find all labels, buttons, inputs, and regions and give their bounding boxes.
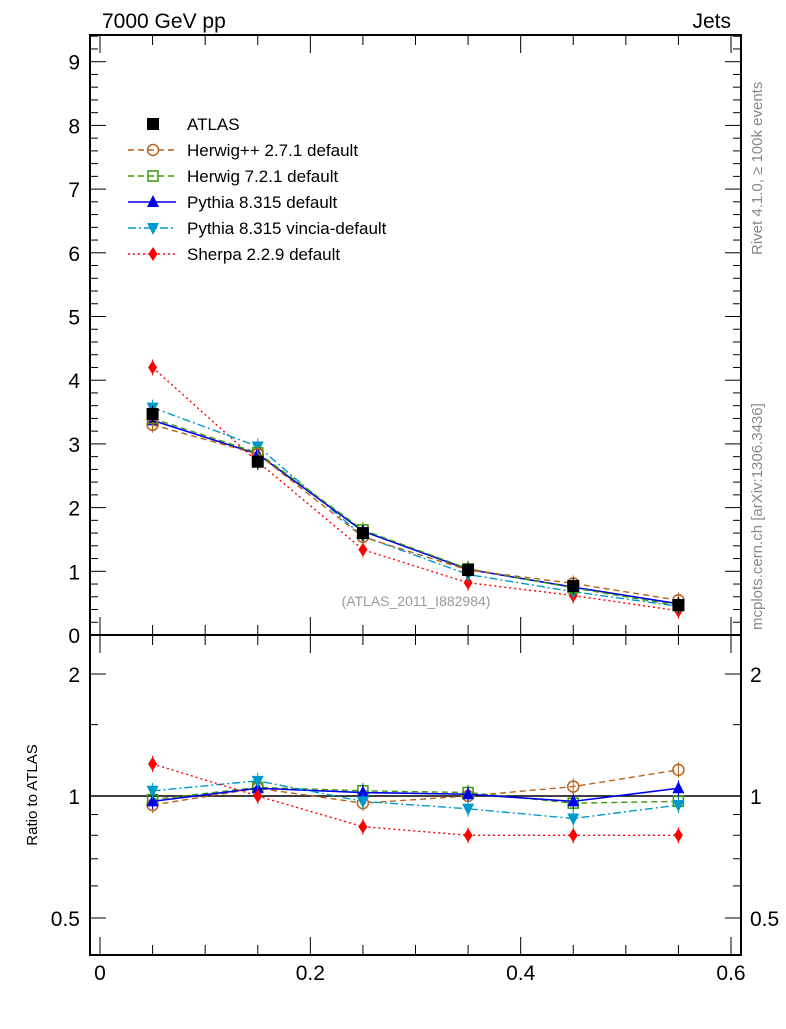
- data-point: [356, 785, 369, 798]
- series-line: [152, 419, 679, 605]
- legend-marker: [148, 247, 158, 261]
- mcplots-label: mcplots.cern.ch [arXiv:1306.3436]: [749, 403, 766, 630]
- data-point: [462, 803, 475, 816]
- data-point: [146, 785, 159, 798]
- data-point: [356, 796, 369, 809]
- y-tick-label: 4: [68, 370, 80, 393]
- series-line: [152, 763, 679, 836]
- data-point: [567, 794, 580, 807]
- ratio-panel: 0 0.2 0.4 0.6 0.5 0.5 1 1 2 2: [51, 634, 779, 985]
- ratio-tick-label-right: 2: [750, 664, 762, 687]
- data-point: [146, 407, 159, 420]
- legend-marker: [147, 170, 159, 182]
- legend-marker: [147, 118, 159, 130]
- data-point: [672, 599, 685, 612]
- main-panel: 0 1 2 3 4 5 6 7 8 9: [68, 34, 742, 955]
- data-point: [146, 794, 159, 807]
- y-tick-label: 5: [68, 307, 80, 330]
- data-point: [463, 575, 473, 590]
- series-line: [152, 417, 679, 607]
- data-point: [567, 579, 580, 592]
- analysis-watermark: (ATLAS_2011_I882984): [342, 593, 491, 609]
- ratio-tick-label: 1: [68, 786, 80, 809]
- legend-marker: [147, 223, 159, 235]
- ratio-ylabel: Ratio to ATLAS: [24, 744, 41, 845]
- legend-label: Pythia 8.315 vincia-default: [187, 219, 387, 238]
- y-tick-label: 6: [68, 243, 80, 266]
- data-point: [251, 775, 264, 788]
- legend-label: ATLAS: [187, 115, 240, 134]
- data-point: [672, 781, 685, 794]
- data-point: [567, 813, 580, 826]
- y-tick-label: 2: [68, 498, 80, 521]
- ratio-tick-label: 0.5: [51, 908, 80, 931]
- data-point: [148, 360, 158, 375]
- data-point: [672, 800, 685, 813]
- series-line: [152, 366, 679, 612]
- series-line: [152, 786, 679, 804]
- series-line: [152, 424, 679, 601]
- x-tick-label: 0: [94, 962, 106, 985]
- data-point: [462, 787, 475, 800]
- data-point: [356, 527, 369, 540]
- header-energy: 7000 GeV pp: [102, 10, 226, 33]
- data-point: [567, 780, 580, 793]
- y-tick-label: 9: [68, 52, 80, 75]
- x-tick-label: 0.4: [506, 962, 536, 985]
- legend-label: Sherpa 2.2.9 default: [187, 245, 340, 264]
- data-point: [148, 756, 158, 771]
- y-tick-label: 8: [68, 115, 80, 138]
- header-process: Jets: [692, 10, 731, 33]
- series-line: [152, 769, 679, 806]
- data-point: [358, 819, 368, 834]
- rivet-label: Rivet 4.1.0, ≥ 100k events: [749, 82, 766, 255]
- y-tick-label: 7: [68, 179, 80, 202]
- data-point: [253, 789, 263, 803]
- y-tick-label: 0: [68, 625, 80, 648]
- data-point: [673, 828, 683, 843]
- ratio-tick-label-right: 1: [750, 786, 762, 809]
- data-point: [358, 542, 368, 557]
- legend: ATLAS Herwig++ 2.7.1 default Herwig 7.2.1 …: [128, 115, 387, 264]
- x-tick-label: 0.6: [716, 962, 745, 985]
- data-point: [251, 455, 264, 468]
- legend-label: Pythia 8.315 default: [187, 193, 338, 212]
- ratio-tick-label: 2: [68, 664, 80, 687]
- ratio-tick-label-right: 0.5: [750, 908, 779, 931]
- y-tick-label: 3: [68, 434, 80, 457]
- series-line: [152, 406, 679, 608]
- data-point: [463, 828, 473, 843]
- data-point: [568, 828, 578, 843]
- x-tick-label: 0.2: [296, 962, 325, 985]
- data-point: [672, 763, 685, 777]
- legend-label: Herwig 7.2.1 default: [187, 167, 338, 186]
- legend-label: Herwig++ 2.7.1 default: [187, 141, 358, 160]
- legend-marker: [146, 143, 160, 157]
- y-tick-label: 1: [68, 561, 80, 584]
- legend-marker: [147, 195, 159, 207]
- data-point: [462, 564, 475, 577]
